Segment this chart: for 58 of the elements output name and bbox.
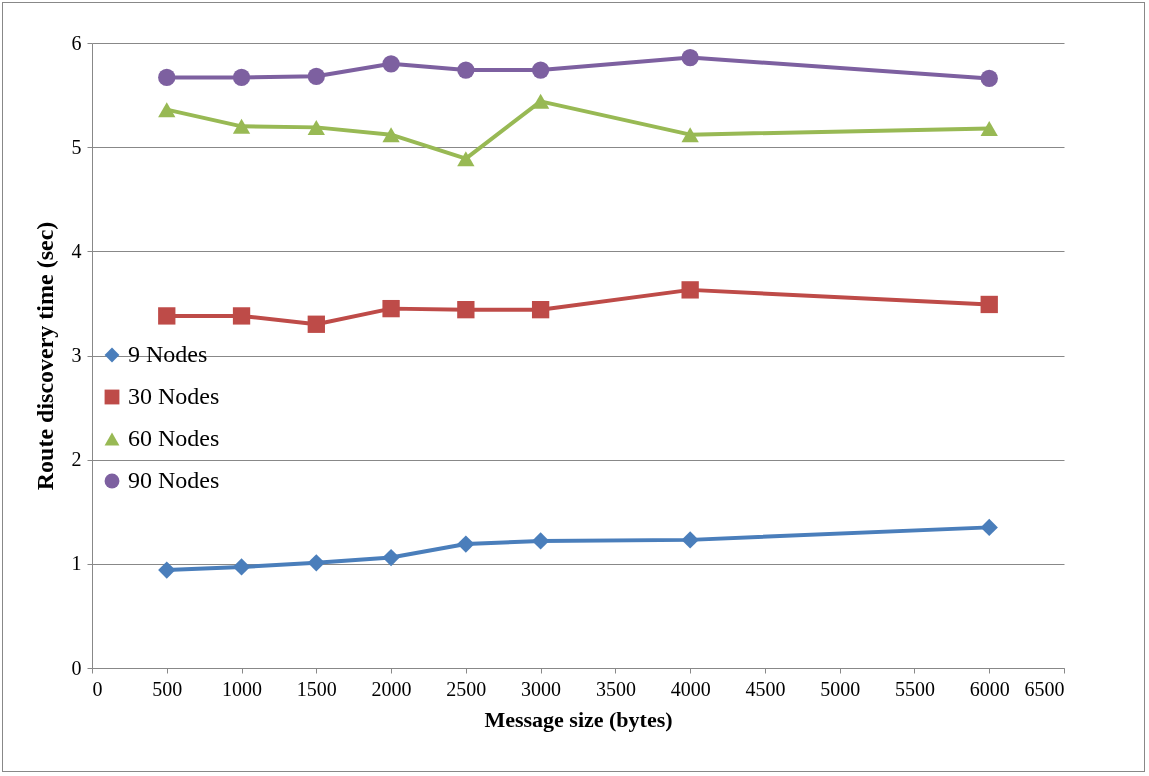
legend-label: 9 Nodes bbox=[128, 341, 208, 367]
point bbox=[681, 127, 699, 143]
point bbox=[980, 120, 998, 136]
y-tick-label: 2 bbox=[71, 448, 82, 471]
point bbox=[531, 61, 550, 79]
y-tick-label: 0 bbox=[71, 656, 82, 679]
point bbox=[158, 561, 176, 579]
x-tick-label: 4500 bbox=[745, 677, 786, 700]
x-axis-title: Message size (bytes) bbox=[484, 706, 673, 732]
point bbox=[457, 535, 475, 553]
x-tick-label: 3000 bbox=[521, 677, 562, 700]
point bbox=[382, 548, 400, 567]
point bbox=[382, 127, 400, 143]
point bbox=[531, 301, 550, 319]
y-axis-title: Route discovery time (sec) bbox=[31, 221, 58, 491]
x-tick-label: 4000 bbox=[670, 677, 711, 700]
x-tick-label: 5500 bbox=[894, 677, 935, 700]
point bbox=[158, 68, 176, 87]
point bbox=[681, 48, 699, 67]
x-tick-label: 5000 bbox=[820, 677, 861, 700]
point bbox=[681, 531, 699, 549]
point bbox=[307, 315, 325, 333]
point bbox=[681, 281, 699, 299]
x-tick-label: 0 bbox=[92, 677, 103, 700]
point bbox=[457, 61, 475, 79]
y-tick-label: 5 bbox=[71, 135, 82, 158]
point bbox=[158, 102, 176, 118]
legend-label: 30 Nodes bbox=[128, 383, 220, 409]
point bbox=[457, 151, 475, 167]
x-tick-label: 6500 bbox=[1024, 677, 1065, 700]
point bbox=[232, 118, 251, 134]
point bbox=[531, 532, 550, 550]
y-tick-label: 4 bbox=[71, 239, 82, 262]
y-tick-label: 6 bbox=[71, 31, 82, 54]
legend-label: 90 Nodes bbox=[128, 467, 220, 493]
point bbox=[307, 119, 325, 135]
legend-label: 60 Nodes bbox=[128, 425, 220, 451]
y-tick-label: 1 bbox=[71, 552, 82, 575]
point bbox=[980, 69, 998, 88]
x-tick-label: 2000 bbox=[371, 677, 412, 700]
point bbox=[232, 68, 251, 87]
x-tick-label: 1000 bbox=[222, 677, 263, 700]
x-tick-label: 3500 bbox=[595, 677, 636, 700]
point bbox=[232, 307, 251, 325]
x-tick-label: 1500 bbox=[296, 677, 337, 700]
point bbox=[457, 301, 475, 319]
x-tick-label: 6000 bbox=[969, 677, 1010, 700]
point bbox=[307, 67, 325, 85]
x-tick-label: 500 bbox=[152, 677, 183, 700]
x-tick-label: 2500 bbox=[446, 677, 487, 700]
point bbox=[382, 299, 400, 318]
point bbox=[980, 518, 998, 537]
point bbox=[232, 558, 251, 576]
point bbox=[382, 55, 400, 73]
y-tick-label: 3 bbox=[71, 344, 82, 366]
point bbox=[307, 554, 325, 572]
point bbox=[980, 295, 998, 314]
point bbox=[158, 307, 176, 325]
